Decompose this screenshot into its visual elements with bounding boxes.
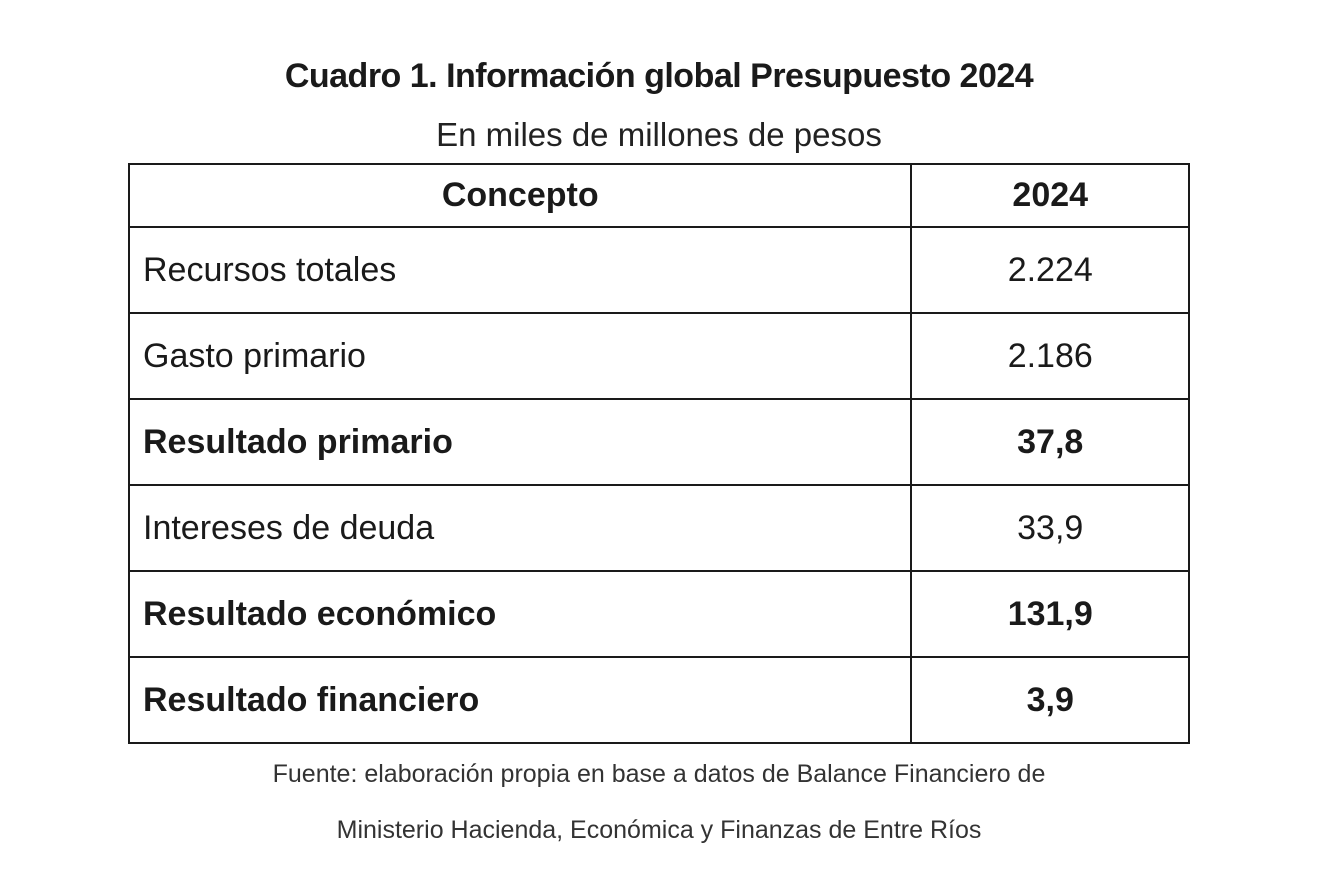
row-value: 37,8	[910, 398, 1190, 486]
row-concept: Resultado primario	[127, 398, 913, 486]
table-title: Cuadro 1. Información global Presupuesto…	[284, 57, 1034, 95]
row-concept: Resultado financiero	[127, 656, 913, 744]
table-row: Recursos totales 2.224	[127, 226, 1190, 314]
table-row: Resultado económico 131,9	[127, 570, 1190, 658]
column-header-concepto: Concepto	[127, 163, 913, 228]
source-note-line-1: Fuente: elaboración propia en base a dat…	[272, 760, 1046, 788]
source-note-line-2: Ministerio Hacienda, Económica y Finanza…	[336, 816, 982, 844]
table-row: Gasto primario 2.186	[127, 312, 1190, 400]
row-value: 2.186	[910, 312, 1190, 400]
row-concept: Intereses de deuda	[127, 484, 913, 572]
row-value: 2.224	[910, 226, 1190, 314]
row-value: 33,9	[910, 484, 1190, 572]
table-row: Resultado financiero 3,9	[127, 656, 1190, 744]
table-header-row: Concepto 2024	[127, 163, 1190, 228]
table-row: Resultado primario 37,8	[127, 398, 1190, 486]
row-concept: Gasto primario	[127, 312, 913, 400]
column-header-year: 2024	[910, 163, 1190, 228]
row-value: 3,9	[910, 656, 1190, 744]
table-subtitle: En miles de millones de pesos	[436, 116, 882, 153]
row-concept: Recursos totales	[127, 226, 913, 314]
budget-table: Concepto 2024 Recursos totales 2.224 Gas…	[127, 163, 1190, 744]
row-value: 131,9	[910, 570, 1190, 658]
row-concept: Resultado económico	[127, 570, 913, 658]
table-row: Intereses de deuda 33,9	[127, 484, 1190, 572]
